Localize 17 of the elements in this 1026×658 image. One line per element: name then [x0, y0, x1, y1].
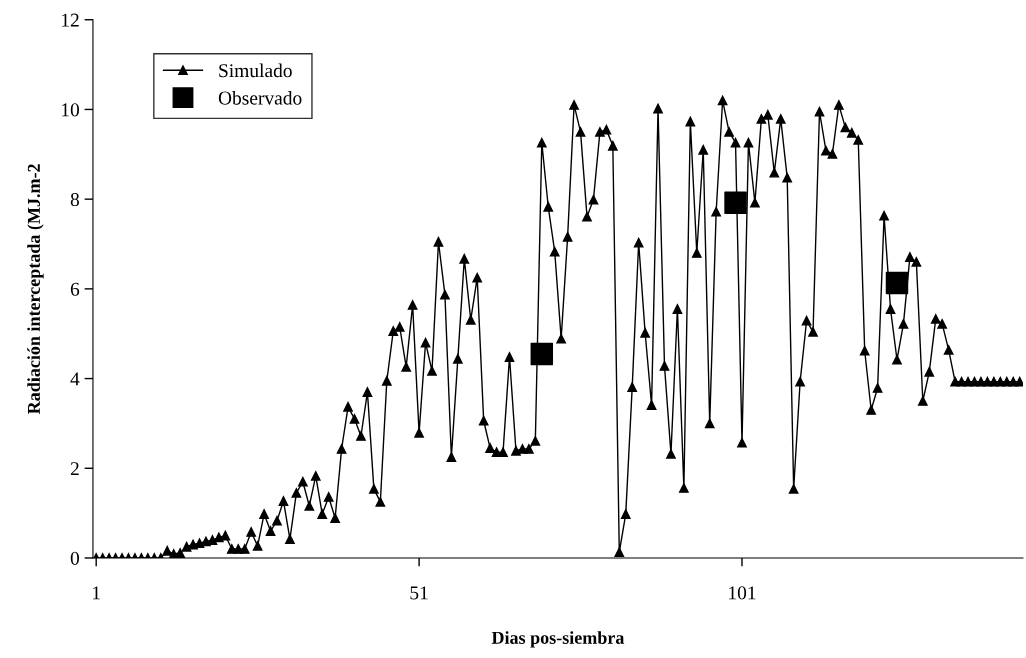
x-tick-label: 51: [410, 586, 428, 600]
y-tick-label: 2: [70, 462, 79, 476]
y-tick-label: 4: [70, 372, 80, 386]
x-tick-label: 101: [729, 586, 756, 600]
legend-label: Observado: [218, 91, 302, 105]
y-tick-label: 12: [62, 13, 79, 27]
point: [530, 342, 554, 366]
y-axis-title: Radiación interceptada (MJ.m-2: [27, 164, 44, 415]
y-tick-label: 6: [70, 282, 80, 296]
x-tick-label: 1: [93, 586, 100, 600]
y-tick-label: 0: [70, 551, 80, 565]
legend-label: Simulado: [219, 63, 292, 78]
point: [885, 271, 909, 295]
point: [724, 191, 747, 214]
y-tick-label: 8: [70, 192, 80, 207]
x-axis-title: Dias pos-siembra: [491, 631, 625, 648]
y-tick-label: 10: [62, 103, 80, 117]
